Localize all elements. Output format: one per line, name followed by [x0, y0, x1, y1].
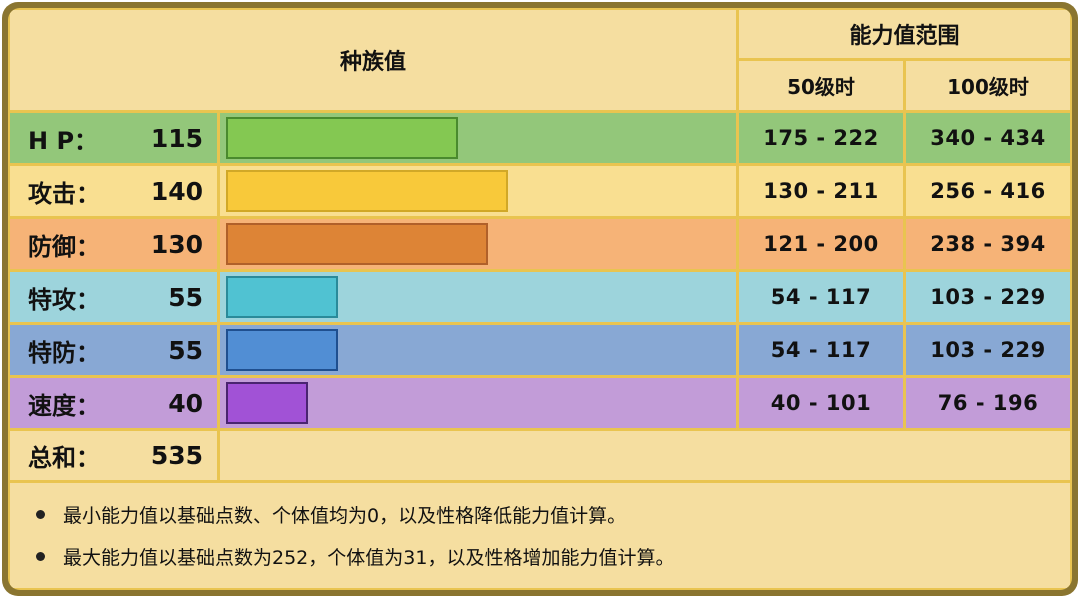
- lv100-range-attack: 256 - 416: [906, 166, 1070, 216]
- stat-label: 速度：: [28, 391, 100, 420]
- note-item: 最大能力值以基础点数为252，个体值为31，以及性格增加能力值计算。: [36, 536, 674, 578]
- stat-label-cell-sp-attack: 特攻： 55: [10, 272, 217, 322]
- lv100-range-hp: 340 - 434: [906, 113, 1070, 163]
- note-text: 最小能力值以基础点数、个体值均为0，以及性格降低能力值计算。: [63, 505, 627, 527]
- stat-bar-cell-sp-defense: [220, 325, 736, 375]
- notes-section: 最小能力值以基础点数、个体值均为0，以及性格降低能力值计算。 最大能力值以基础点…: [10, 483, 1070, 588]
- stat-bar-cell-hp: [220, 113, 736, 163]
- stat-bar: [226, 382, 308, 424]
- stat-value: 115: [150, 123, 203, 153]
- lv100-range-defense: 238 - 394: [906, 219, 1070, 269]
- total-empty-cell: [220, 431, 1070, 480]
- bullet-icon: [36, 510, 45, 519]
- lv50-range-speed: 40 - 101: [739, 378, 903, 428]
- stat-bar: [226, 223, 488, 265]
- stat-bar-cell-attack: [220, 166, 736, 216]
- stats-panel-frame: 种族值 能力值范围 50级时 100级时 H P： 115 175 - 222 …: [2, 2, 1078, 596]
- note-text: 最大能力值以基础点数为252，个体值为31，以及性格增加能力值计算。: [63, 547, 675, 569]
- stat-label-cell-defense: 防御： 130: [10, 219, 217, 269]
- total-value: 535: [150, 441, 203, 470]
- lv50-range-hp: 175 - 222: [739, 113, 903, 163]
- stats-table: 种族值 能力值范围 50级时 100级时 H P： 115 175 - 222 …: [8, 8, 1072, 590]
- stat-value: 130: [150, 229, 203, 259]
- lv100-range-sp-attack: 103 - 229: [906, 272, 1070, 322]
- lv100-header: 100级时: [906, 61, 1070, 110]
- stat-bar: [226, 117, 458, 159]
- stat-bar-cell-defense: [220, 219, 736, 269]
- lv50-range-sp-attack: 54 - 117: [739, 272, 903, 322]
- lv100-range-speed: 76 - 196: [906, 378, 1070, 428]
- stat-label: 攻击：: [28, 179, 100, 208]
- stat-label-cell-sp-defense: 特防： 55: [10, 325, 217, 375]
- stat-bar: [226, 170, 508, 212]
- stat-label-cell-hp: H P： 115: [10, 113, 217, 163]
- stat-label: 防御：: [28, 232, 100, 261]
- stat-bar: [226, 276, 338, 318]
- lv50-range-attack: 130 - 211: [739, 166, 903, 216]
- lv50-header: 50级时: [739, 61, 903, 110]
- stat-value: 55: [168, 282, 203, 312]
- stat-bar-cell-speed: [220, 378, 736, 428]
- stat-label-cell-speed: 速度： 40: [10, 378, 217, 428]
- stat-value: 55: [168, 335, 203, 365]
- lv100-range-sp-defense: 103 - 229: [906, 325, 1070, 375]
- stat-label: 特防：: [28, 338, 100, 367]
- stat-label: H P：: [28, 126, 99, 155]
- stat-label: 特攻：: [28, 285, 100, 314]
- total-label: 总和：: [28, 444, 100, 472]
- stat-value: 40: [168, 388, 203, 418]
- stat-bar: [226, 329, 338, 371]
- note-item: 最小能力值以基础点数、个体值均为0，以及性格降低能力值计算。: [36, 494, 626, 536]
- bullet-icon: [36, 552, 45, 561]
- base-stats-header: 种族值: [10, 10, 736, 110]
- total-label-cell: 总和： 535: [10, 431, 217, 480]
- lv50-range-defense: 121 - 200: [739, 219, 903, 269]
- stat-range-header: 能力值范围: [739, 10, 1070, 58]
- stat-bar-cell-sp-attack: [220, 272, 736, 322]
- stat-label-cell-attack: 攻击： 140: [10, 166, 217, 216]
- lv50-range-sp-defense: 54 - 117: [739, 325, 903, 375]
- stat-value: 140: [150, 176, 203, 206]
